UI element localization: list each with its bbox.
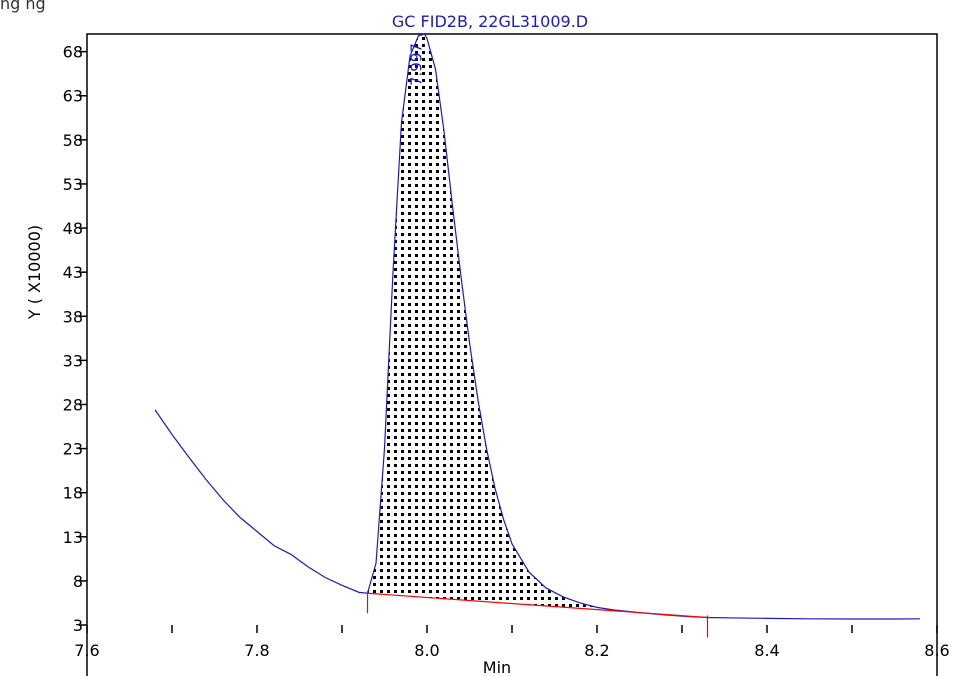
- x-tick-label: 8.2: [584, 641, 609, 660]
- x-tick-label: 8.4: [754, 641, 779, 660]
- y-tick-label: 33: [63, 351, 83, 370]
- y-tick-label: 38: [63, 307, 83, 326]
- x-tick-label: 8.0: [414, 641, 439, 660]
- y-tick-label: 53: [63, 175, 83, 194]
- y-tick-label: 8: [73, 572, 83, 591]
- y-axis-title: Y ( X10000): [25, 225, 44, 320]
- plot-frame: [86, 33, 938, 676]
- signal-trace: [154, 33, 921, 620]
- y-tick-label: 58: [63, 131, 83, 150]
- y-tick-label: 48: [63, 219, 83, 238]
- y-tick-label: 68: [63, 43, 83, 62]
- y-tick-label: 18: [63, 484, 83, 503]
- page-header-text: ng ng: [0, 0, 46, 13]
- x-tick-label: 7.8: [244, 641, 269, 660]
- chart-title: GC FID2B, 22GL31009.D: [392, 12, 588, 31]
- y-tick-label: 23: [63, 440, 83, 459]
- y-tick-label: 28: [63, 395, 83, 414]
- peak-area-fill: [367, 34, 708, 618]
- y-tick-label: 3: [73, 616, 83, 635]
- x-tick-label: 8.6: [924, 641, 949, 660]
- y-tick-label: 43: [63, 263, 83, 282]
- x-axis-title: Min: [483, 658, 511, 676]
- y-tick-label: 63: [63, 87, 83, 106]
- peak-label: 7.997: [407, 43, 425, 86]
- integration-baseline: [367, 592, 708, 619]
- y-tick-label: 13: [63, 528, 83, 547]
- x-tick-label: 7.6: [74, 641, 99, 660]
